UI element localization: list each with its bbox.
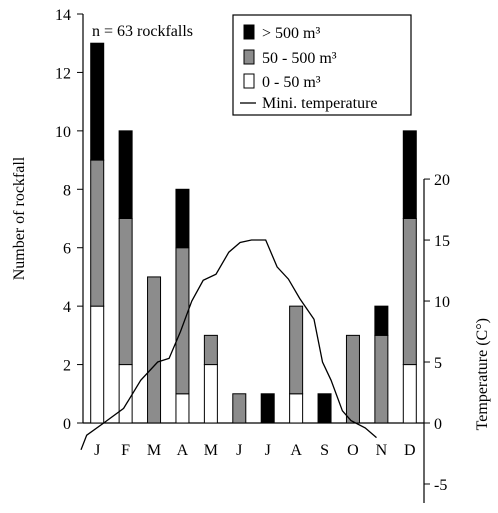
- legend-swatch: [243, 49, 255, 65]
- bar-segment-1: [90, 305, 105, 424]
- y-tick-label: 12: [55, 65, 71, 82]
- x-tick-label: S: [320, 442, 329, 459]
- x-tick-label: A: [177, 442, 189, 459]
- x-tick-label: M: [147, 442, 161, 459]
- bar-segment-2: [345, 334, 360, 424]
- y-tick-label: 14: [55, 7, 71, 24]
- y2-tick-label: 0: [434, 416, 442, 433]
- x-tick-label: N: [376, 442, 388, 459]
- bar-segment-2: [374, 334, 389, 424]
- y-axis-label: Number of rockfall: [11, 156, 28, 280]
- bar-segment-2: [232, 393, 247, 424]
- x-tick-label: F: [121, 442, 130, 459]
- bar-segment-2: [147, 276, 162, 424]
- bar-segment-2: [175, 247, 190, 395]
- y-tick-label: 6: [63, 241, 71, 258]
- bar-segment-3: [90, 42, 105, 161]
- bar-segment-2: [118, 218, 133, 366]
- legend-label: Mini. temperature: [262, 95, 378, 112]
- bar-segment-1: [118, 364, 133, 424]
- x-tick-label: A: [290, 442, 302, 459]
- legend: > 500 m³ 50 - 500 m³ 0 - 50 m³ Mini. temper…: [232, 14, 412, 116]
- bar-segment-3: [402, 130, 417, 220]
- bar-segment-2: [203, 334, 218, 366]
- y2-tick-label: 20: [434, 172, 450, 189]
- legend-label: 50 - 500 m³: [262, 50, 337, 67]
- bar-segment-3: [260, 393, 275, 424]
- y-tick-label: 0: [63, 416, 71, 433]
- x-tick-label: J: [94, 442, 100, 459]
- y2-axis-label: Temperature (C°): [474, 318, 491, 430]
- bar-segment-1: [203, 364, 218, 424]
- legend-label: > 500 m³: [262, 25, 320, 42]
- bar-segment-2: [289, 305, 304, 395]
- x-tick-label: J: [265, 442, 271, 459]
- y2-tick-label: 15: [434, 233, 450, 250]
- bar-segment-1: [289, 393, 304, 424]
- legend-box: [232, 14, 412, 116]
- x-tick-label: O: [347, 442, 359, 459]
- bar-segment-3: [175, 188, 190, 249]
- legend-swatch: [243, 73, 255, 89]
- sample-size-annotation: n = 63 rockfalls: [92, 23, 193, 40]
- plot-area: 0 2 4 6 8 10 12 14 -5 0 5 10 15 20 Number of rockfall T…: [11, 7, 491, 503]
- x-tick-label: D: [404, 442, 416, 459]
- legend-swatch: [243, 24, 255, 40]
- temperature-line: [80, 239, 377, 451]
- bar-segment-3: [374, 305, 389, 336]
- y-tick-label: 2: [63, 358, 71, 375]
- bar-segment-2: [90, 159, 105, 307]
- x-tick-label: M: [204, 442, 218, 459]
- bar-segment-3: [118, 130, 133, 220]
- y2-tick-label: -5: [434, 477, 447, 494]
- bar-segment-1: [402, 364, 417, 424]
- x-tick-label: J: [236, 442, 242, 459]
- y-tick-label: 4: [63, 299, 71, 316]
- bar-segment-3: [317, 393, 332, 424]
- y2-tick-label: 5: [434, 355, 442, 372]
- y2-tick-label: 10: [434, 294, 450, 311]
- y-tick-label: 10: [55, 124, 71, 141]
- bar-segment-2: [402, 218, 417, 366]
- legend-label: 0 - 50 m³: [262, 74, 321, 91]
- y-tick-label: 8: [63, 182, 71, 199]
- bar-segment-1: [175, 393, 190, 424]
